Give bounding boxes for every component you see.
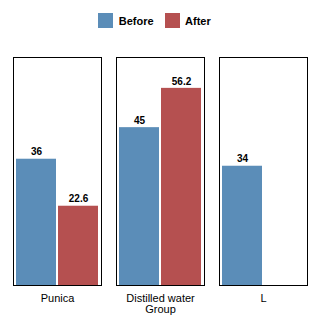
svg-text:22.6: 22.6 (69, 193, 89, 204)
svg-text:34: 34 (237, 153, 249, 164)
svg-text:Distilled waterGroup: Distilled waterGroup (126, 292, 195, 315)
svg-text:56.2: 56.2 (172, 75, 192, 86)
svg-text:36: 36 (31, 146, 43, 157)
svg-text:Punica: Punica (41, 292, 76, 304)
html-text:Before: Before (118, 14, 154, 27)
svg-text:45: 45 (134, 114, 146, 125)
svg-text:L: L (260, 292, 266, 304)
html-text:After: After (185, 14, 211, 27)
